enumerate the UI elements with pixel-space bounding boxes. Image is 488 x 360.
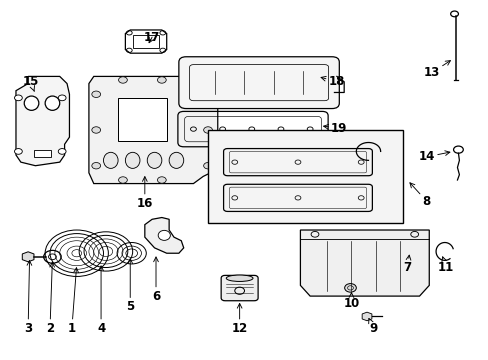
Ellipse shape (125, 152, 140, 168)
Ellipse shape (103, 152, 118, 168)
Circle shape (344, 284, 356, 292)
Circle shape (15, 95, 22, 101)
Ellipse shape (24, 96, 39, 111)
Text: 16: 16 (136, 177, 153, 210)
Circle shape (203, 162, 212, 169)
Bar (34, 150, 51, 157)
Circle shape (58, 149, 66, 154)
Polygon shape (22, 252, 34, 262)
Bar (118, 98, 166, 141)
Circle shape (203, 127, 212, 133)
Polygon shape (300, 230, 428, 296)
Text: 6: 6 (152, 257, 160, 303)
Polygon shape (16, 76, 69, 166)
Ellipse shape (226, 275, 252, 282)
Text: 14: 14 (418, 150, 449, 163)
Ellipse shape (169, 152, 183, 168)
Polygon shape (89, 76, 217, 184)
Text: 1: 1 (68, 268, 78, 335)
Text: 13: 13 (423, 60, 449, 79)
Text: 4: 4 (97, 266, 105, 335)
FancyBboxPatch shape (179, 57, 339, 109)
Text: 15: 15 (22, 75, 39, 91)
Circle shape (118, 177, 127, 183)
Ellipse shape (147, 152, 162, 168)
Text: 12: 12 (231, 303, 247, 335)
Ellipse shape (45, 96, 60, 111)
Circle shape (157, 77, 166, 83)
Circle shape (92, 91, 101, 98)
Text: 17: 17 (143, 31, 160, 44)
Polygon shape (362, 312, 371, 321)
Text: 5: 5 (126, 259, 134, 313)
Text: 18: 18 (321, 75, 345, 88)
Circle shape (203, 91, 212, 98)
Circle shape (118, 77, 127, 83)
Circle shape (157, 177, 166, 183)
Text: 10: 10 (343, 293, 359, 310)
Circle shape (92, 127, 101, 133)
Ellipse shape (158, 230, 170, 240)
Bar (207, 130, 402, 223)
Text: 7: 7 (403, 255, 410, 274)
Text: 8: 8 (409, 183, 430, 208)
Circle shape (15, 149, 22, 154)
Text: 9: 9 (368, 318, 377, 335)
Text: 11: 11 (437, 257, 453, 274)
Text: 19: 19 (323, 122, 347, 135)
Circle shape (58, 95, 66, 101)
Text: 2: 2 (46, 262, 54, 335)
Text: 3: 3 (24, 261, 32, 335)
Polygon shape (144, 217, 183, 253)
Circle shape (92, 162, 101, 169)
FancyBboxPatch shape (221, 275, 258, 301)
